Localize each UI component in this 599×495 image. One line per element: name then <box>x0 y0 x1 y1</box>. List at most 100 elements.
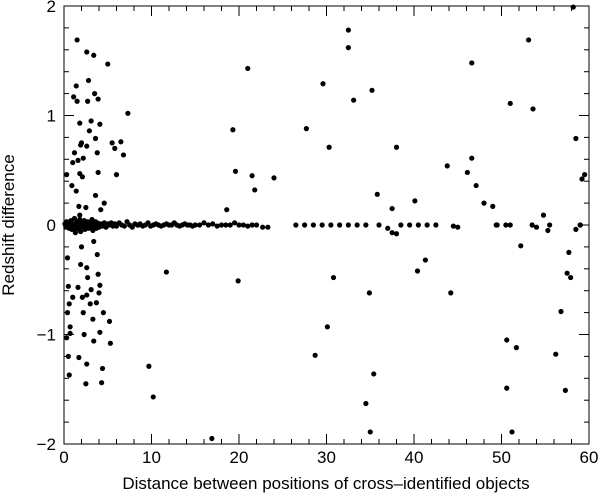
data-point <box>366 290 372 296</box>
data-point <box>530 106 536 112</box>
data-point <box>526 37 532 43</box>
data-point <box>504 337 510 343</box>
data-point <box>490 203 496 209</box>
data-point <box>65 353 71 359</box>
data-point <box>345 27 351 33</box>
y-tick-label: −1 <box>37 326 56 345</box>
data-point <box>293 222 299 228</box>
data-point <box>214 223 220 229</box>
data-point <box>205 222 211 228</box>
axis-ticks <box>63 5 590 445</box>
data-point <box>407 222 413 228</box>
x-axis-title: Distance between positions of cross–iden… <box>122 474 529 493</box>
data-point <box>312 352 318 358</box>
data-point <box>78 140 85 146</box>
data-point <box>64 310 71 316</box>
data-point <box>97 121 103 127</box>
data-point <box>83 204 89 211</box>
data-point <box>101 200 107 206</box>
data-point <box>540 212 547 218</box>
data-point <box>90 316 96 322</box>
data-point <box>507 222 513 228</box>
data-point <box>66 301 72 307</box>
data-point <box>85 77 92 84</box>
data-point <box>80 310 86 316</box>
data-point <box>67 330 73 336</box>
data-point <box>469 155 475 161</box>
data-point <box>76 354 82 361</box>
data-point <box>533 224 540 230</box>
data-point <box>573 226 579 232</box>
data-point <box>337 222 343 228</box>
data-point <box>518 243 524 249</box>
data-point <box>271 175 277 181</box>
data-point <box>91 238 97 245</box>
data-point <box>245 65 251 72</box>
data-point <box>481 200 487 206</box>
data-point <box>84 361 90 367</box>
data-point <box>444 163 450 169</box>
data-point <box>64 255 71 261</box>
data-point <box>579 176 585 182</box>
data-point <box>473 182 479 189</box>
data-point <box>310 222 316 228</box>
data-point <box>224 207 230 213</box>
data-point <box>345 45 351 51</box>
data-point <box>509 429 515 435</box>
data-point <box>98 207 104 213</box>
data-point <box>209 435 215 442</box>
data-point <box>71 150 78 156</box>
data-point <box>99 380 105 386</box>
data-point <box>75 157 81 163</box>
data-point <box>146 363 152 369</box>
data-point <box>112 145 118 151</box>
data-point <box>558 308 564 315</box>
data-point <box>469 60 475 66</box>
data-point <box>252 187 258 193</box>
y-axis-title: Redshift difference <box>0 154 18 295</box>
data-point <box>494 222 500 228</box>
data-point <box>201 220 207 226</box>
data-point <box>260 224 266 230</box>
data-point <box>77 120 83 126</box>
data-point <box>412 198 418 204</box>
data-point <box>163 269 169 275</box>
data-point <box>120 152 127 158</box>
data-point <box>87 301 93 307</box>
data-point <box>393 144 400 150</box>
data-point <box>70 294 76 300</box>
data-point <box>371 371 377 377</box>
data-point <box>73 83 79 89</box>
data-point <box>125 110 131 116</box>
data-point <box>107 340 113 346</box>
data-point <box>389 230 395 236</box>
x-tick-label: 60 <box>580 448 599 467</box>
data-point <box>95 96 101 102</box>
data-point <box>79 174 85 180</box>
data-point <box>414 268 421 274</box>
data-point <box>150 394 156 400</box>
data-point <box>547 222 553 228</box>
data-point <box>106 318 113 324</box>
data-point <box>564 270 570 276</box>
data-point <box>85 274 91 281</box>
data-point <box>92 91 98 97</box>
data-point <box>75 284 81 291</box>
data-point <box>223 222 229 228</box>
data-point <box>100 310 106 316</box>
data-point <box>302 222 308 228</box>
data-point <box>464 169 470 176</box>
data-point <box>94 150 100 156</box>
data-point <box>568 274 574 281</box>
data-point <box>95 271 101 277</box>
data-point <box>109 140 115 146</box>
data-point <box>71 215 78 222</box>
data-point <box>74 37 80 43</box>
x-tick-label: 20 <box>230 448 249 467</box>
data-point <box>448 290 454 296</box>
x-tick-label: 30 <box>317 448 336 467</box>
data-point <box>232 220 238 226</box>
data-point <box>328 222 334 228</box>
x-tick-label: 10 <box>142 448 161 467</box>
